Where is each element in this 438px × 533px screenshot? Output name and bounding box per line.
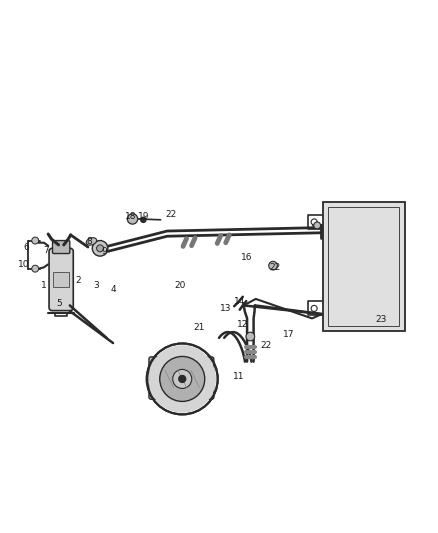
Circle shape (32, 237, 39, 244)
Circle shape (179, 375, 186, 382)
Text: 21: 21 (194, 324, 205, 333)
Circle shape (92, 240, 108, 256)
Circle shape (246, 332, 254, 341)
Text: 4: 4 (110, 285, 116, 294)
Circle shape (97, 245, 103, 252)
Circle shape (148, 345, 216, 413)
Circle shape (311, 219, 317, 225)
Circle shape (314, 222, 321, 229)
Text: 7: 7 (43, 246, 49, 255)
Text: 6: 6 (24, 243, 29, 252)
Text: 20: 20 (174, 281, 186, 290)
Text: 16: 16 (241, 253, 253, 262)
Text: 2: 2 (76, 276, 81, 285)
Text: 19: 19 (138, 212, 149, 221)
Text: 17: 17 (283, 330, 295, 340)
Bar (323, 201, 405, 332)
Text: 12: 12 (237, 320, 248, 329)
Text: 23: 23 (375, 315, 387, 324)
FancyBboxPatch shape (149, 357, 214, 399)
FancyBboxPatch shape (49, 248, 73, 311)
Text: 1: 1 (41, 281, 47, 290)
Circle shape (141, 217, 146, 222)
FancyBboxPatch shape (53, 240, 70, 254)
Circle shape (311, 305, 317, 311)
Circle shape (173, 369, 192, 389)
Text: 9: 9 (102, 247, 107, 256)
Circle shape (127, 214, 138, 224)
Text: 13: 13 (220, 304, 231, 313)
Bar (328, 207, 399, 326)
Text: 18: 18 (124, 212, 136, 221)
Circle shape (269, 261, 277, 270)
Text: 5: 5 (56, 299, 62, 308)
Ellipse shape (86, 238, 97, 245)
Bar (53, 272, 69, 287)
Text: 14: 14 (234, 296, 245, 305)
Circle shape (32, 265, 39, 272)
Text: 3: 3 (93, 280, 99, 289)
Text: 11: 11 (233, 372, 244, 381)
Text: 22: 22 (165, 210, 176, 219)
Circle shape (160, 357, 205, 401)
Text: 10: 10 (18, 260, 29, 269)
Text: 8: 8 (86, 237, 92, 246)
Text: 22: 22 (270, 263, 281, 272)
Text: 22: 22 (260, 341, 271, 350)
